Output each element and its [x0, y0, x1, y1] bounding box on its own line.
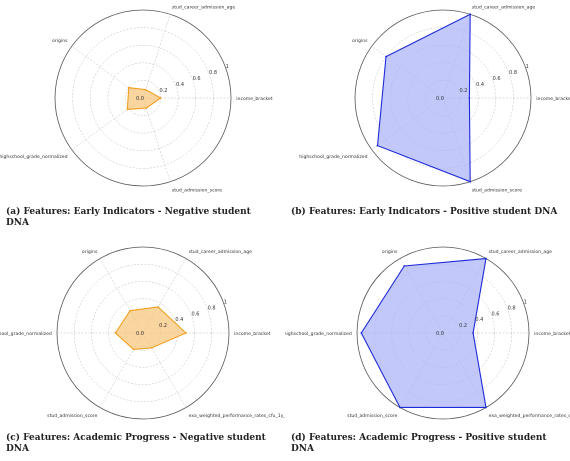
- radar-chart-c: 0.2 0.4 0.6 0.8 1 0.0 income_bracket stud_caree…: [0, 246, 285, 420]
- data-point-5: [399, 406, 401, 409]
- data-point-5: [132, 348, 135, 351]
- grid-ring-3: [91, 281, 195, 385]
- series-polygon-b: [376, 13, 471, 183]
- radar-chart-d: 0.2 0.4 0.6 0.8 1 0.0 income_bracket stud_caree…: [285, 246, 570, 420]
- tick-label-5: 1: [524, 300, 527, 306]
- radar-chart-b: 0.2 0.4 0.6 0.8 1 0.0 income_bracket stud_caree…: [299, 4, 570, 194]
- caption-d: (d) Features: Academic Progress - Positi…: [291, 433, 547, 454]
- tick-label-3: 0.6: [191, 311, 199, 317]
- axis-label-1: income_bracket: [534, 331, 570, 337]
- data-point-3: [385, 55, 387, 58]
- axis-label-6: exa_weighted_performance_rates_cfu_1y_1s: [489, 413, 570, 419]
- axis-label-2: stud_career_admission_age: [172, 4, 236, 10]
- axis-label-3: origins: [382, 249, 398, 255]
- tick-label-3: 0.6: [493, 76, 501, 82]
- axis-label-2: stud_career_admission_age: [189, 249, 253, 255]
- tick-label-4: 0.8: [508, 305, 516, 311]
- tick-label-4: 0.8: [208, 305, 216, 311]
- grid-ring-4: [73, 263, 213, 403]
- tick-label-1: 0.2: [160, 88, 168, 94]
- radar-chart-a: 0.2 0.4 0.6 0.8 1 0.0 income_bracket stud_caree…: [0, 4, 273, 194]
- tick-label-5: 1: [224, 300, 227, 306]
- tick-label-2: 0.4: [476, 82, 484, 88]
- radar-panel-d: 0.2 0.4 0.6 0.8 1 0.0 income_bracket stud_caree…: [285, 230, 570, 460]
- axis-label-2: stud_career_admission_age: [489, 249, 553, 255]
- axis-label-5: stud_admission_score: [47, 413, 97, 419]
- data-point-1: [472, 332, 474, 334]
- caption-c: (c) Features: Academic Progress - Negati…: [6, 433, 266, 454]
- tick-label-2: 0.4: [475, 317, 483, 323]
- axis-label-5: stud_admission_score: [172, 188, 222, 194]
- axis-label-2: stud_career_admission_age: [472, 4, 536, 10]
- axis-label-1: income_bracket: [236, 96, 273, 102]
- radar-panel-a: 0.2 0.4 0.6 0.8 1 0.0 income_bracket stud_caree…: [0, 0, 285, 230]
- tick-label-4: 0.8: [209, 70, 217, 76]
- tick-label-center: 0.0: [436, 96, 444, 102]
- tick-label-2: 0.4: [175, 317, 183, 323]
- axis-label-3: origins: [82, 249, 98, 255]
- tick-label-3: 0.6: [193, 76, 201, 82]
- data-point-2: [469, 13, 472, 16]
- tick-label-1: 0.2: [459, 323, 467, 329]
- series-polygon-c: [114, 306, 187, 350]
- axis-label-4: highschool_grade_normalized: [299, 154, 367, 160]
- data-point-3: [127, 86, 130, 89]
- axis-label-5: stud_admission_score: [472, 188, 522, 194]
- data-point-1: [468, 97, 471, 99]
- data-point-6: [485, 406, 487, 409]
- data-point-2: [157, 306, 159, 308]
- data-point-4: [360, 332, 363, 334]
- data-point-5: [145, 107, 148, 109]
- data-point-3: [403, 265, 406, 267]
- tick-label-2: 0.4: [176, 82, 184, 88]
- data-point-1: [185, 332, 187, 334]
- data-point-4: [126, 108, 129, 111]
- spoke-5: [142, 97, 171, 182]
- data-point-4: [376, 144, 379, 147]
- axis-label-1: income_bracket: [234, 331, 271, 337]
- series-polygon-d: [360, 257, 487, 409]
- axis-label-6: exa_weighted_performance_rates_cfu_1y_1s: [189, 413, 285, 419]
- radar-panel-b: 0.2 0.4 0.6 0.8 1 0.0 income_bracket stud_caree…: [285, 0, 570, 230]
- spoke-2: [142, 14, 171, 99]
- data-point-6: [150, 346, 153, 349]
- axis-label-5: stud_admission_score: [347, 413, 397, 419]
- tick-label-center: 0.0: [436, 331, 444, 337]
- tick-label-5: 1: [226, 64, 229, 70]
- caption-b: (b) Features: Early Indicators - Positiv…: [291, 207, 558, 217]
- tick-label-center: 0.0: [136, 331, 144, 337]
- series-polygon-a: [126, 87, 162, 110]
- axis-label-4: highschool_grade_normalized: [285, 331, 352, 337]
- axis-label-3: origins: [352, 38, 368, 44]
- axis-label-4: highschool_grade_normalized: [0, 331, 52, 337]
- tick-label-5: 1: [526, 64, 529, 70]
- radar-panel-c: 0.2 0.4 0.6 0.8 1 0.0 income_bracket stud_caree…: [0, 230, 285, 460]
- axis-label-3: origins: [52, 38, 68, 44]
- data-point-4: [114, 332, 117, 334]
- data-point-2: [144, 88, 147, 91]
- tick-label-4: 0.8: [509, 70, 517, 76]
- tick-label-3: 0.6: [491, 311, 499, 317]
- tick-label-center: 0.0: [136, 96, 144, 102]
- data-point-5: [469, 180, 472, 183]
- tick-label-1: 0.2: [460, 88, 468, 94]
- data-point-1: [159, 97, 162, 99]
- axis-label-4: highschool_grade_normalized: [0, 154, 68, 160]
- data-point-2: [485, 257, 487, 260]
- caption-a: (a) Features: Early Indicators - Negativ…: [6, 207, 251, 228]
- axis-label-1: income_bracket: [536, 96, 570, 102]
- tick-label-1: 0.2: [159, 323, 167, 329]
- data-point-3: [129, 309, 132, 312]
